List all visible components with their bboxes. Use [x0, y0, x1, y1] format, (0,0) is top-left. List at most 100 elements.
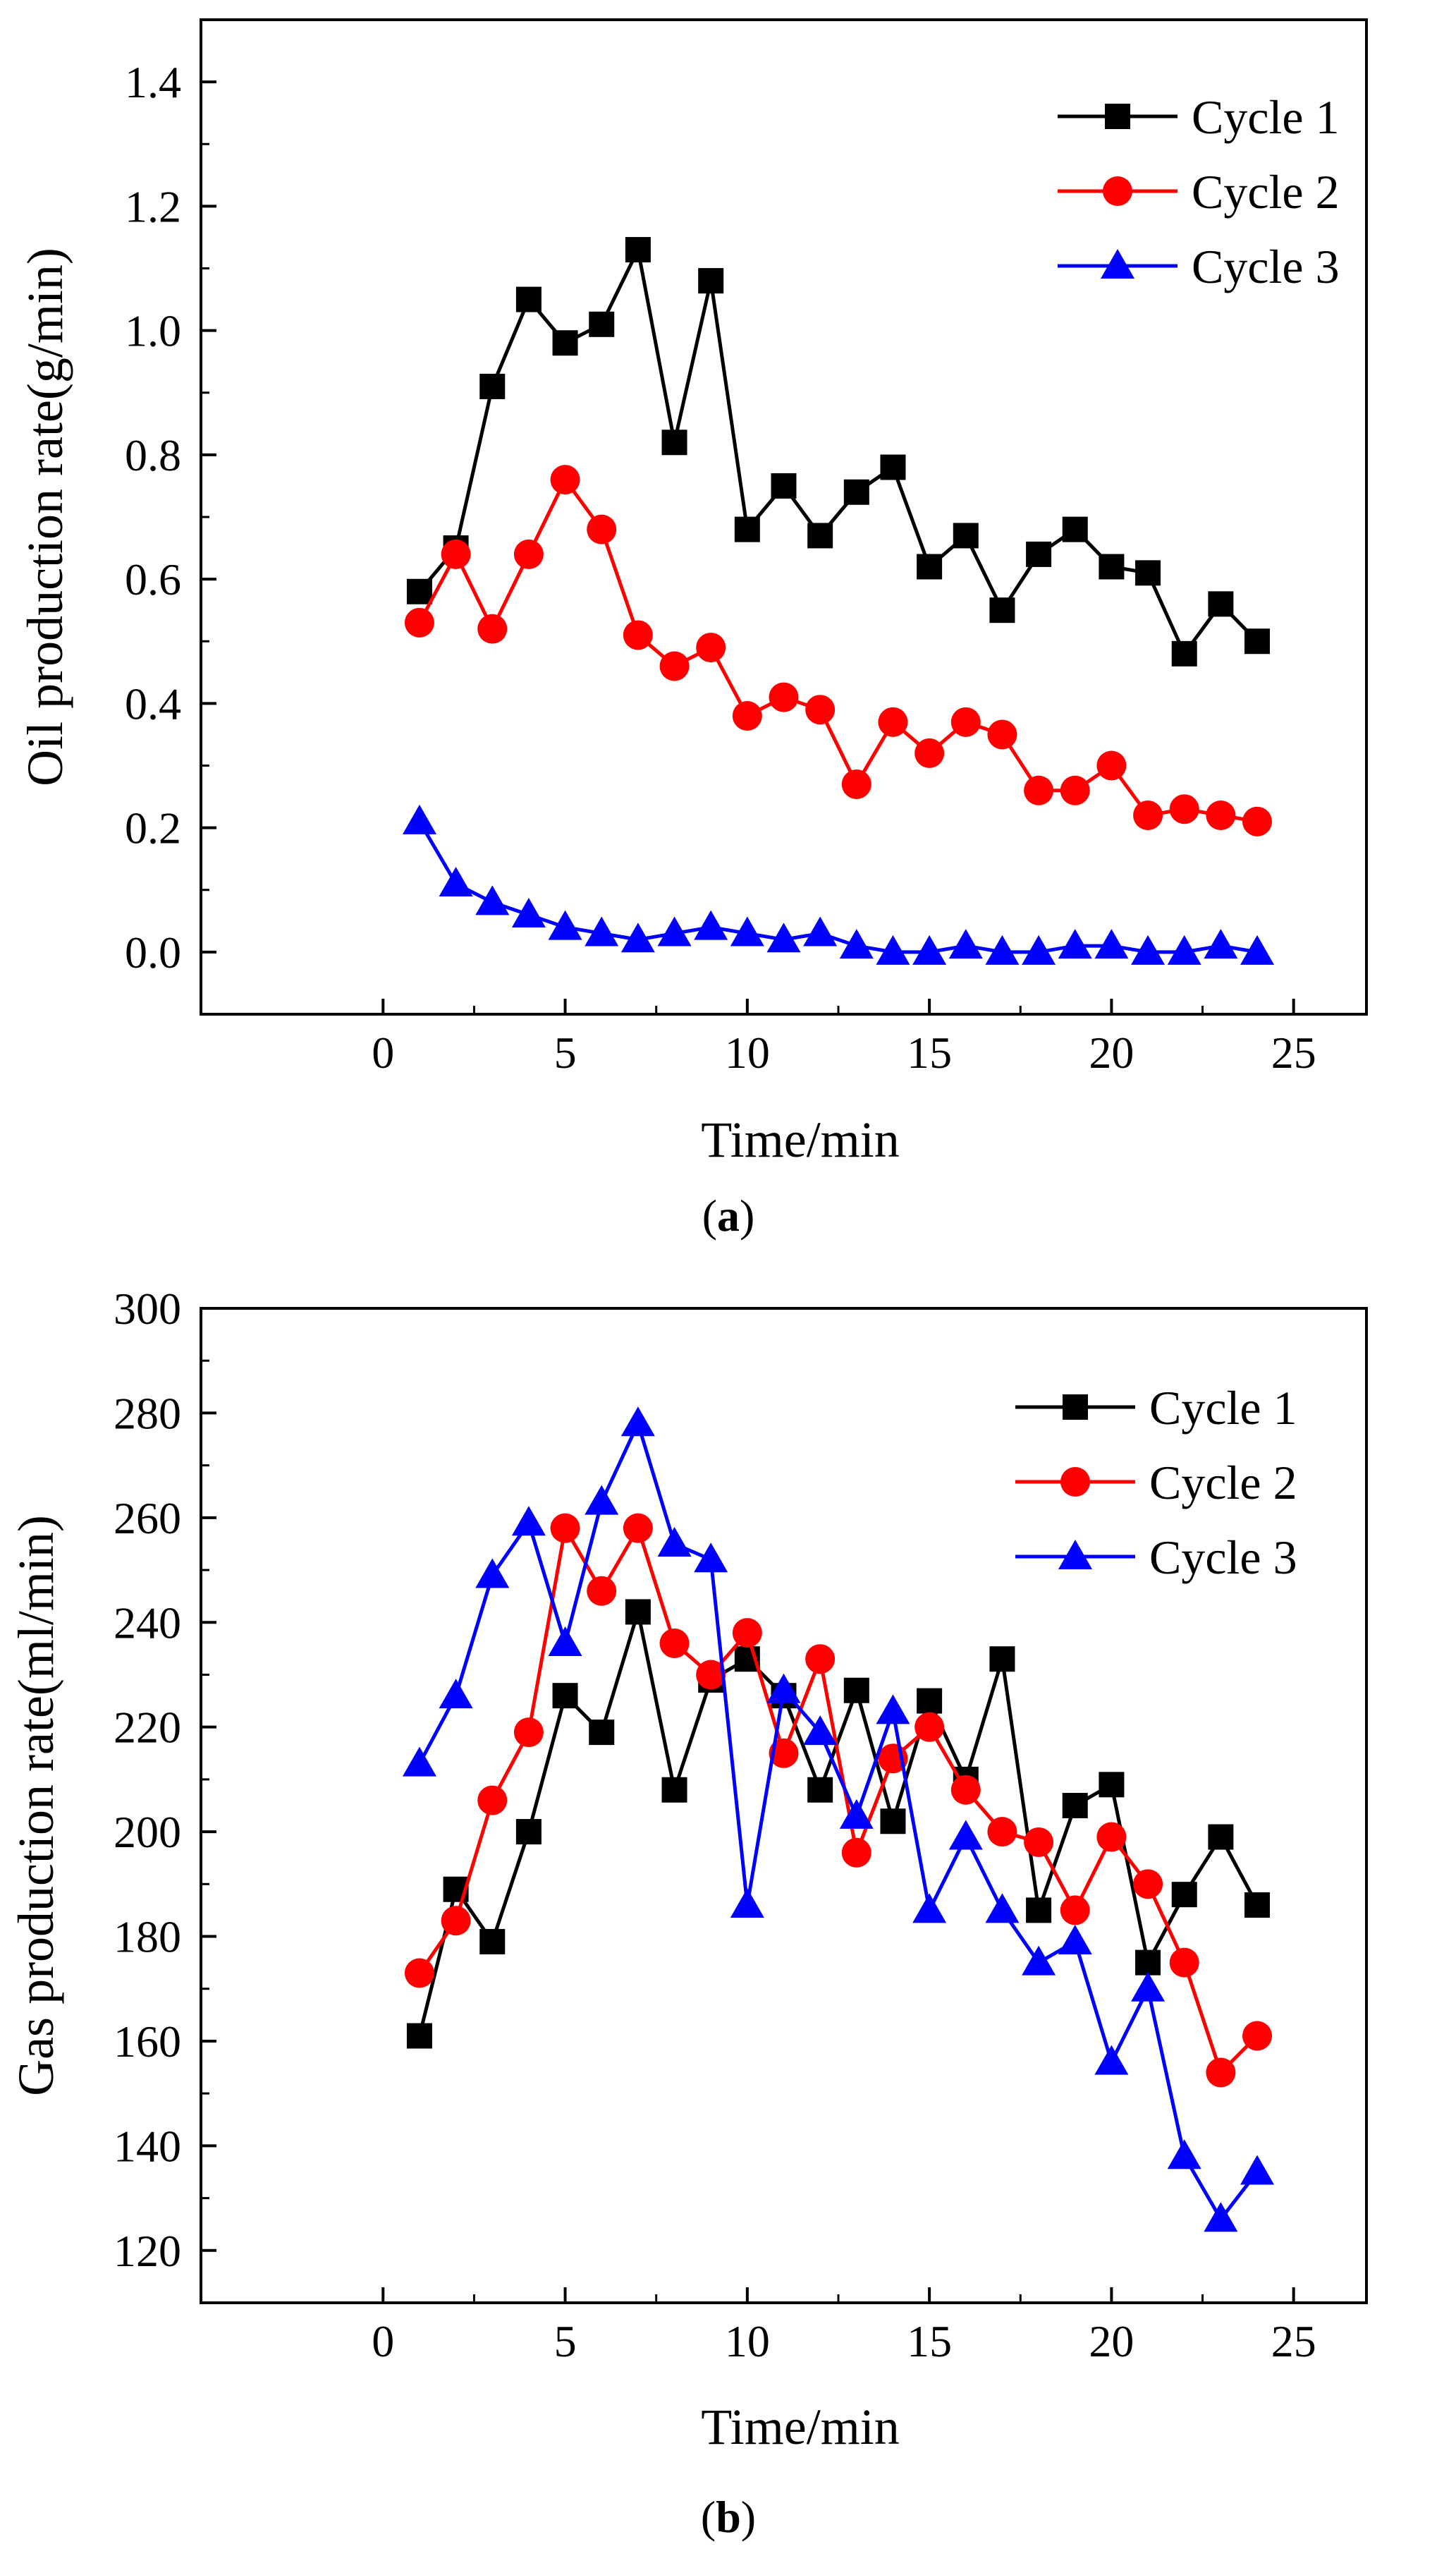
data-point-cycle-2 — [1206, 801, 1236, 830]
data-point-cycle-1 — [515, 1819, 542, 1845]
panel-letter-a: a — [717, 1191, 740, 1241]
data-point-cycle-1 — [807, 523, 833, 549]
data-point-cycle-1 — [552, 330, 578, 356]
data-point-cycle-2 — [732, 1618, 762, 1648]
data-point-cycle-3 — [548, 910, 582, 940]
data-point-cycle-1 — [734, 516, 760, 542]
y-tick-label: 180 — [114, 1912, 181, 1962]
series-layer-a — [402, 237, 1275, 965]
data-point-cycle-3 — [475, 1558, 510, 1588]
axis-ticks-b: 0 5 10 15 20 25 120 140 160 180 200 220 240 260 280 300 — [114, 1284, 1316, 2366]
y-tick-label: 0.0 — [125, 927, 181, 978]
data-point-cycle-2 — [1169, 794, 1199, 824]
series-line-cycle-1 — [417, 1611, 1259, 2037]
data-point-cycle-2 — [1169, 1947, 1199, 1978]
data-point-cycle-3 — [1094, 2045, 1129, 2075]
y-tick-label: 200 — [114, 1807, 181, 1857]
data-point-cycle-2 — [1060, 1895, 1090, 1925]
data-point-cycle-2 — [1024, 775, 1054, 805]
y-tick-label: 240 — [114, 1598, 181, 1648]
data-point-cycle-3 — [402, 804, 436, 834]
data-point-cycle-2 — [477, 1785, 508, 1815]
chart-panel-b: 0 5 10 15 20 25 120 140 160 180 200 220 240 260 280 300… — [8, 1284, 1368, 2542]
chart-panel-a: 0 5 10 15 20 25 0.0 0.2 0.4 0.6 0.8 1.0 1.2 1.4 Cycle… — [17, 18, 1368, 1241]
y-tick-label: 300 — [114, 1284, 181, 1334]
legend-a: Cycle 1 Cycle 2 Cycle 3 — [1058, 90, 1340, 293]
legend-label-cycle-1: Cycle 1 — [1192, 90, 1340, 144]
data-point-cycle-1 — [1171, 640, 1197, 667]
data-point-cycle-2 — [623, 1513, 653, 1543]
series-line-cycle-2 — [417, 476, 1258, 824]
data-point-cycle-1 — [953, 523, 979, 549]
data-point-cycle-2 — [1096, 1822, 1127, 1852]
x-axis-label-b: Time/min — [701, 2399, 899, 2455]
data-point-cycle-2 — [1024, 1827, 1054, 1857]
data-point-cycle-2 — [1096, 750, 1127, 781]
x-tick-label: 0 — [372, 1028, 394, 1078]
data-point-cycle-1 — [1062, 1793, 1088, 1818]
data-point-cycle-2 — [914, 738, 945, 768]
data-point-cycle-1 — [1026, 541, 1052, 567]
data-point-cycle-2 — [441, 1906, 471, 1936]
data-point-cycle-2 — [769, 1738, 799, 1768]
data-point-cycle-2 — [587, 514, 617, 544]
y-tick-label: 120 — [114, 2226, 181, 2276]
y-tick-label: 1.4 — [125, 57, 181, 107]
data-point-cycle-2 — [841, 1837, 871, 1868]
data-point-cycle-2 — [513, 1717, 544, 1748]
x-tick-label: 25 — [1271, 2316, 1316, 2366]
data-point-cycle-1 — [552, 1683, 578, 1709]
data-point-cycle-1 — [589, 311, 615, 337]
y-tick-label: 0.4 — [125, 678, 181, 729]
data-point-cycle-3 — [876, 935, 910, 965]
data-point-cycle-3 — [1204, 2202, 1238, 2232]
data-point-cycle-1 — [1099, 554, 1125, 580]
data-point-cycle-1 — [589, 1720, 615, 1746]
data-point-cycle-3 — [803, 916, 838, 947]
data-point-cycle-2 — [805, 695, 836, 725]
data-point-cycle-3 — [1022, 935, 1056, 965]
data-point-cycle-1 — [479, 1928, 506, 1954]
data-point-cycle-2 — [732, 701, 762, 731]
data-point-cycle-3 — [402, 1746, 436, 1777]
data-point-cycle-3 — [803, 1715, 838, 1746]
x-tick-label: 5 — [554, 1028, 577, 1078]
data-point-cycle-1 — [880, 454, 906, 480]
legend-label-cycle-3: Cycle 3 — [1192, 240, 1340, 293]
y-tick-label: 0.8 — [125, 430, 181, 480]
data-point-cycle-1 — [1135, 1949, 1161, 1976]
data-point-cycle-3 — [912, 1893, 947, 1923]
panel-label-a: (a) — [702, 1191, 755, 1241]
data-point-cycle-3 — [439, 866, 473, 896]
series-line-cycle-1 — [418, 244, 1259, 657]
data-point-cycle-2 — [950, 1775, 981, 1805]
data-point-cycle-2 — [1206, 2057, 1236, 2088]
data-point-cycle-3 — [439, 1679, 473, 1709]
x-axis-label-a: Time/min — [701, 1112, 899, 1168]
data-point-cycle-1 — [625, 237, 651, 263]
data-point-cycle-3 — [657, 916, 692, 947]
data-point-cycle-2 — [914, 1712, 945, 1742]
legend-label-cycle-2: Cycle 2 — [1149, 1456, 1297, 1509]
legend-label-cycle-3: Cycle 3 — [1149, 1530, 1297, 1584]
data-point-cycle-3 — [1022, 1945, 1056, 1976]
data-point-cycle-1 — [1244, 628, 1271, 655]
legend-marker-cycle-2 — [1103, 176, 1132, 206]
data-point-cycle-2 — [1133, 1869, 1163, 1899]
data-point-cycle-1 — [625, 1599, 651, 1625]
x-tick-label: 15 — [907, 1028, 952, 1078]
data-point-cycle-3 — [1204, 929, 1238, 959]
x-tick-label: 0 — [372, 2316, 394, 2366]
y-tick-label: 1.2 — [125, 181, 181, 231]
data-point-cycle-3 — [657, 1526, 692, 1557]
plot-frame-b — [200, 1307, 1368, 2304]
data-point-cycle-1 — [843, 479, 869, 505]
data-point-cycle-2 — [769, 682, 799, 712]
data-point-cycle-1 — [989, 1646, 1015, 1672]
data-point-cycle-3 — [511, 898, 546, 927]
axis-ticks-a: 0 5 10 15 20 25 0.0 0.2 0.4 0.6 0.8 1.0 1.2 1.4 — [125, 57, 1316, 1078]
data-point-cycle-1 — [661, 1777, 687, 1803]
y-tick-label: 140 — [114, 2121, 181, 2171]
data-point-cycle-2 — [550, 1513, 580, 1543]
